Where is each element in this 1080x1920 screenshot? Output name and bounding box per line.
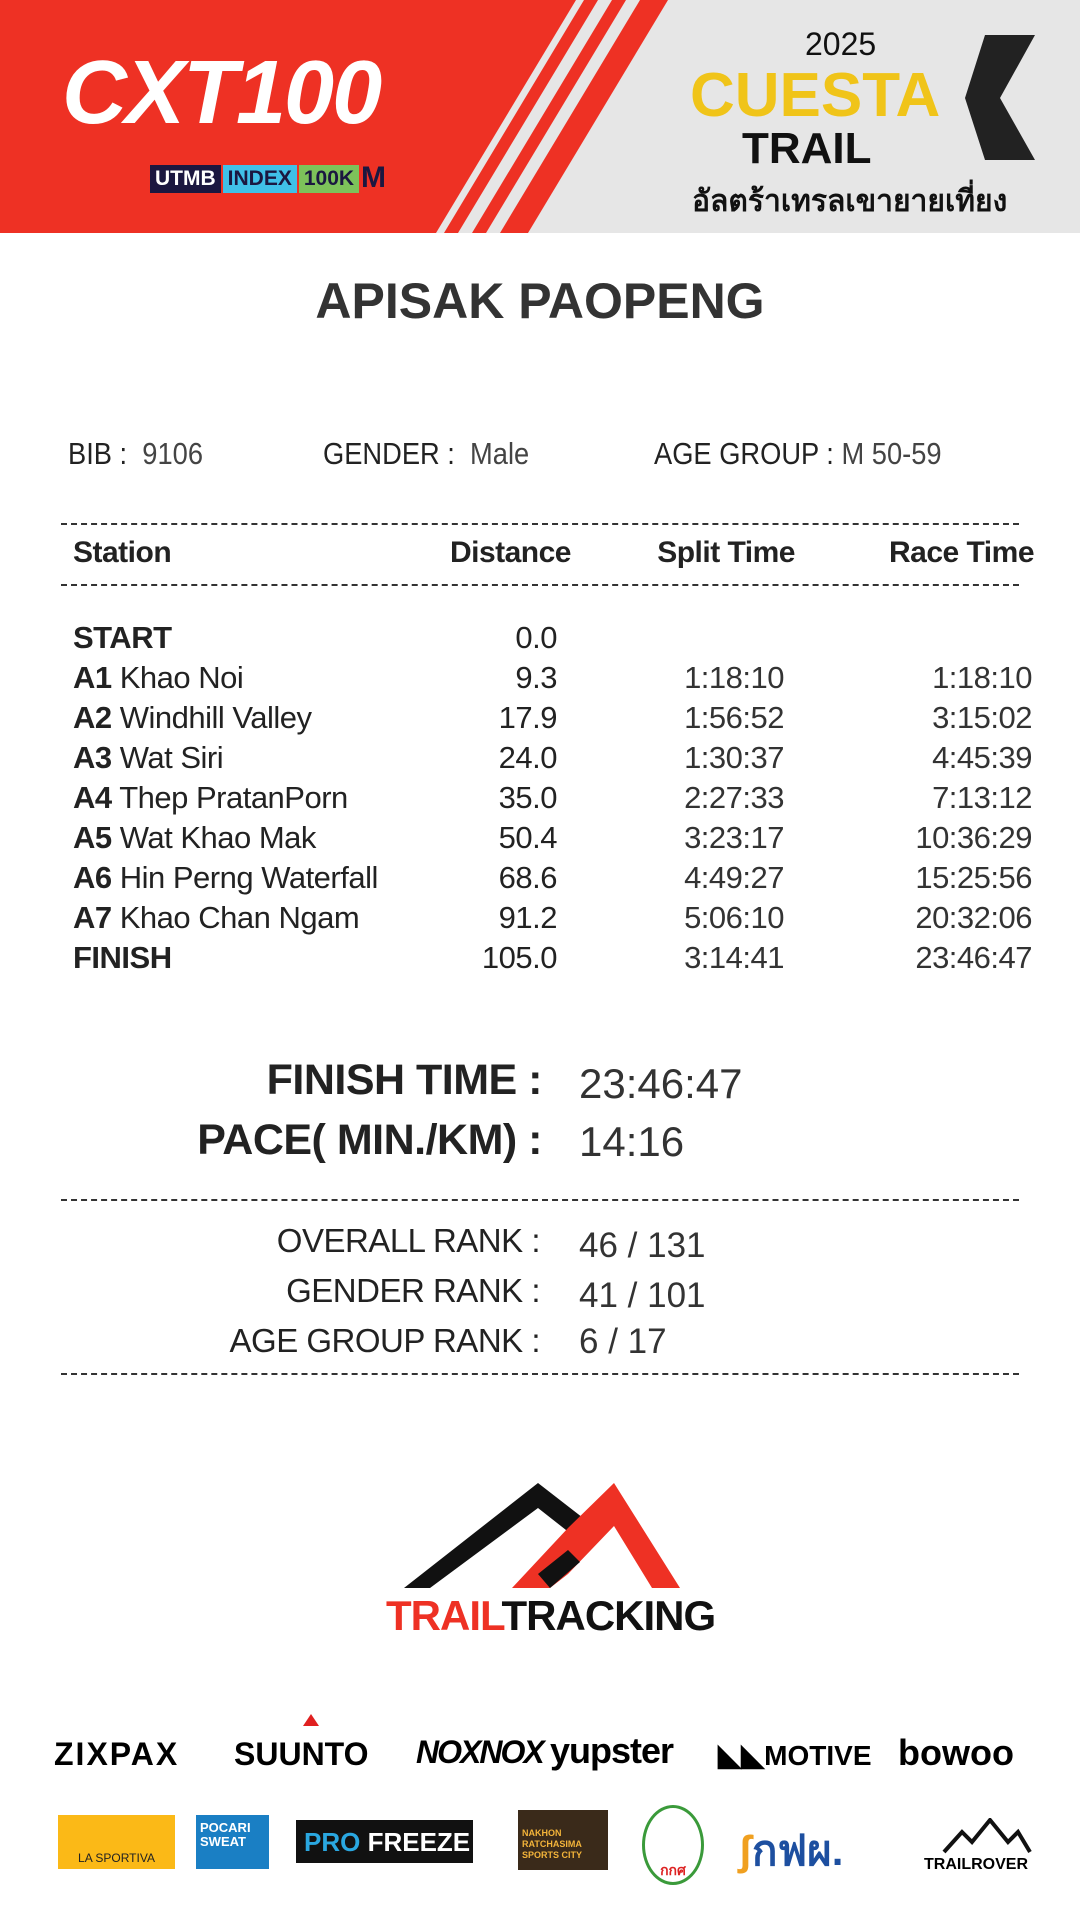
- pace-label: PACE( MIN./KM) :: [197, 1116, 542, 1164]
- sponsor-egat: ʃกฟผ.: [738, 1827, 844, 1874]
- table-row: FINISH 105.0 3:14:41 23:46:47: [0, 940, 1080, 980]
- table-row: A3 Wat Siri 24.0 1:30:37 4:45:39: [0, 740, 1080, 780]
- station-name: START: [73, 620, 172, 655]
- age-group-rank-value: 6 / 17: [579, 1322, 667, 1361]
- split-time: 1:18:10: [684, 660, 784, 695]
- sponsor-bowoo: bowoo: [898, 1732, 1014, 1773]
- split-time: 5:06:10: [684, 900, 784, 935]
- sponsor-la-sportiva: LA SPORTIVA: [58, 1815, 175, 1869]
- divider: [61, 1373, 1019, 1375]
- split-time: 4:49:27: [684, 860, 784, 895]
- distance: 24.0: [498, 740, 558, 775]
- gender-rank-value: 41 / 101: [579, 1276, 706, 1315]
- pace-value: 14:16: [579, 1118, 685, 1165]
- col-header-distance: Distance: [449, 536, 572, 569]
- sponsor-yupster: yupster: [550, 1730, 674, 1771]
- distance: 50.4: [498, 820, 558, 855]
- finish-time-value: 23:46:47: [579, 1060, 743, 1107]
- race-time: 4:45:39: [932, 740, 1032, 775]
- overall-rank-value: 46 / 131: [579, 1226, 706, 1265]
- event-title-trail: TRAIL: [742, 124, 872, 173]
- sponsor-pro-freeze: PRO FREEZE: [296, 1820, 473, 1863]
- age-group-rank-label: AGE GROUP RANK :: [229, 1322, 541, 1359]
- race-time: 3:15:02: [932, 700, 1032, 735]
- station-name: A6 Hin Perng Waterfall: [73, 860, 378, 895]
- table-row: A4 Thep PratanPorn 35.0 2:27:33 7:13:12: [0, 780, 1080, 820]
- distance: 9.3: [515, 660, 557, 695]
- station-name: A7 Khao Chan Ngam: [73, 900, 360, 935]
- sponsor-pocari-sweat: POCARI SWEAT: [196, 1815, 269, 1869]
- sponsor-noxnox: NOXNOX: [416, 1734, 545, 1770]
- event-title-cuesta: CUESTA: [690, 61, 941, 130]
- divider: [61, 584, 1019, 586]
- station-name: FINISH: [73, 940, 172, 975]
- bib-info: BIB : 9106: [68, 436, 221, 472]
- bib-value: 9106: [142, 436, 203, 471]
- split-time: 1:56:52: [684, 700, 784, 735]
- split-time: 2:27:33: [684, 780, 784, 815]
- table-row: A1 Khao Noi 9.3 1:18:10 1:18:10: [0, 660, 1080, 700]
- col-header-station: Station: [73, 536, 172, 569]
- sponsor-zixpax: ZIXPAX: [54, 1736, 180, 1772]
- station-name: A2 Windhill Valley: [73, 700, 312, 735]
- trailtracking-mountain-icon: [404, 1483, 680, 1588]
- trailrover-mountain-icon: [942, 1818, 1032, 1854]
- sponsor-suunto: SUUNTO: [234, 1736, 369, 1772]
- sponsor-nakhon-ratchasima: NAKHON RATCHASIMA SPORTS CITY: [518, 1810, 608, 1870]
- distance: 105.0: [481, 940, 558, 975]
- gender-rank-label: GENDER RANK :: [286, 1272, 540, 1309]
- col-header-split: Split Time: [657, 536, 795, 569]
- table-row: A2 Windhill Valley 17.9 1:56:52 3:15:02: [0, 700, 1080, 740]
- station-name: A5 Wat Khao Mak: [73, 820, 316, 855]
- distance: 91.2: [498, 900, 558, 935]
- split-time: 3:14:41: [684, 940, 784, 975]
- table-row: START 0.0: [0, 620, 1080, 660]
- overall-rank-label: OVERALL RANK :: [276, 1222, 541, 1259]
- distance: 35.0: [498, 780, 558, 815]
- race-time: 1:18:10: [932, 660, 1032, 695]
- table-row: A6 Hin Perng Waterfall 68.6 4:49:27 15:2…: [0, 860, 1080, 900]
- race-time: 7:13:12: [932, 780, 1032, 815]
- divider: [61, 1199, 1019, 1201]
- table-row: A5 Wat Khao Mak 50.4 3:23:17 10:36:29: [0, 820, 1080, 860]
- distance: 68.6: [498, 860, 558, 895]
- race-time: 23:46:47: [915, 940, 1032, 975]
- station-name: A4 Thep PratanPorn: [73, 780, 348, 815]
- age-group-label: AGE GROUP :: [654, 436, 834, 471]
- sponsor-trailrover: TRAILROVER: [924, 1856, 1028, 1873]
- distance: 17.9: [498, 700, 558, 735]
- race-time: 15:25:56: [915, 860, 1032, 895]
- event-header-banner: CXT100 UTMB INDEX 100K M 2025 CUESTA TRA…: [0, 0, 1080, 233]
- gender-value: Male: [470, 436, 530, 471]
- banner-background: [0, 0, 1035, 233]
- divider: [61, 523, 1019, 525]
- dotted-x-icon: [965, 35, 1035, 160]
- sponsor-motive: ◣◣MOTIVE: [718, 1739, 872, 1772]
- gender-info: GENDER : Male: [323, 436, 557, 472]
- suunto-triangle-icon: [303, 1714, 319, 1726]
- race-time: 20:32:06: [915, 900, 1032, 935]
- distance: 0.0: [515, 620, 557, 655]
- age-group-info: AGE GROUP : M 50-59: [654, 436, 981, 472]
- event-year: 2025: [805, 26, 877, 62]
- race-time: 10:36:29: [915, 820, 1032, 855]
- runner-name: APISAK PAOPENG: [315, 273, 765, 329]
- station-name: A3 Wat Siri: [73, 740, 224, 775]
- trailtracking-logo: TRAILTRACKING: [386, 1592, 716, 1639]
- split-time: 1:30:37: [684, 740, 784, 775]
- age-group-value: M 50-59: [841, 436, 942, 471]
- split-time: 3:23:17: [684, 820, 784, 855]
- gender-label: GENDER :: [323, 436, 455, 471]
- cxt100-logo: CXT100: [62, 43, 382, 143]
- utmb-index-badge: UTMB INDEX 100K M: [150, 163, 386, 193]
- event-title-thai: อัลตร้าเทรลเขายายเที่ยง: [692, 185, 1008, 218]
- table-row: A7 Khao Chan Ngam 91.2 5:06:10 20:32:06: [0, 900, 1080, 940]
- col-header-race: Race Time: [888, 536, 1035, 569]
- finish-time-label: FINISH TIME :: [266, 1056, 543, 1104]
- bib-label: BIB :: [68, 436, 128, 471]
- station-name: A1 Khao Noi: [73, 660, 244, 695]
- sponsor-sports-authority-emblem: กกศ: [642, 1805, 704, 1885]
